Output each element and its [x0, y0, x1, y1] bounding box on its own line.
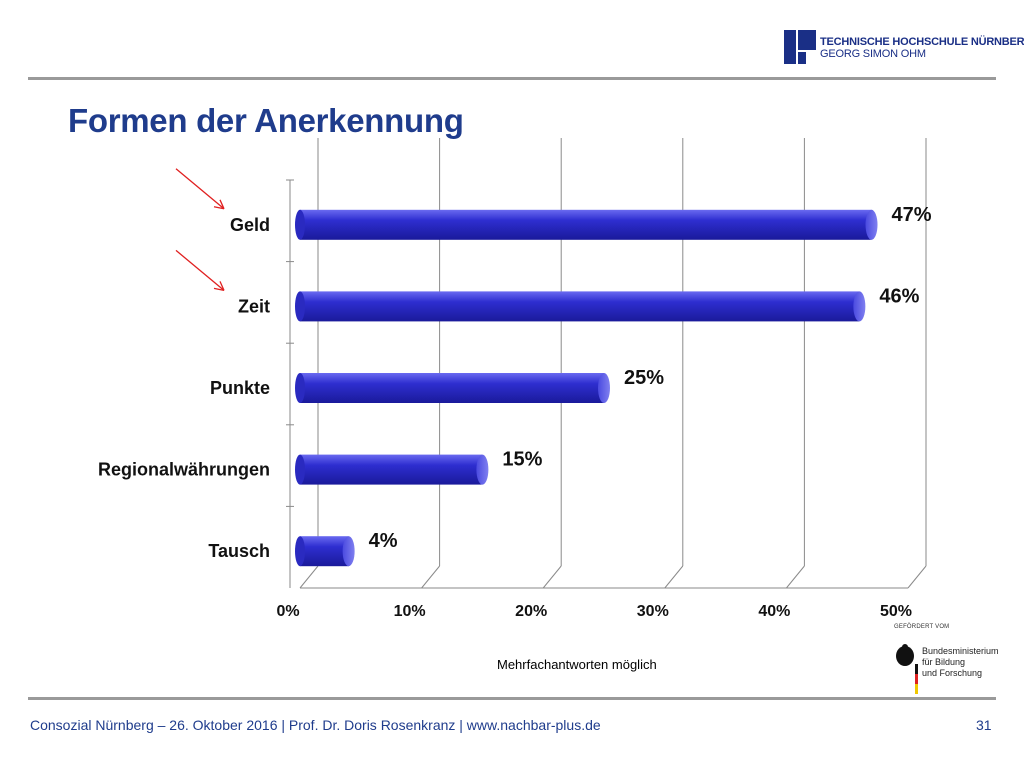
chart-note: Mehrfachantworten möglich: [497, 657, 657, 672]
sponsor-logo: GEFÖRDERT VOM Bundesministerium für Bild…: [890, 620, 999, 700]
bar-chart: 0% 10% 20% 30% 40% 50% Geld 47% Zeit 46% Punkte 25%…: [98, 138, 932, 620]
floor-gridline: [907, 565, 927, 589]
sponsor-heading: GEFÖRDERT VOM: [894, 624, 950, 630]
category-label: Geld: [230, 215, 270, 235]
slide-title: Formen der Anerkennung: [68, 102, 464, 139]
logo-name: TECHNISCHE HOCHSCHULE NÜRNBERG: [820, 36, 1024, 48]
x-tick-label: 10%: [394, 603, 426, 620]
bar: [300, 291, 860, 322]
federal-eagle-icon: [896, 644, 918, 694]
bar-start-cap: [295, 291, 305, 322]
page-number: 31: [976, 717, 992, 733]
logo-subname: GEORG SIMON OHM: [820, 48, 926, 60]
bar-start-cap: [295, 209, 305, 240]
bar-start-cap: [295, 454, 305, 485]
bar-end-cap: [853, 291, 866, 322]
x-tick-label: 50%: [880, 603, 912, 620]
bar-end-cap: [865, 209, 878, 240]
sponsor-line-2: für Bildung: [922, 657, 966, 667]
floor-gridline: [542, 565, 562, 589]
bar: [300, 209, 872, 240]
bar-end-cap: [598, 373, 610, 403]
bar: [300, 373, 604, 403]
floor-gridline: [299, 565, 319, 589]
value-label: 15%: [502, 449, 542, 471]
value-label: 47%: [892, 204, 932, 226]
university-logo-icon: [784, 30, 816, 64]
value-label: 46%: [879, 285, 919, 307]
category-label: Zeit: [238, 296, 270, 316]
sponsor-line-1: Bundesministerium: [922, 646, 999, 656]
highlight-arrow: [175, 249, 225, 291]
bar-end-cap: [342, 536, 355, 567]
floor-gridline: [664, 565, 684, 589]
bar-end-cap: [476, 454, 489, 485]
sponsor-line-3: und Forschung: [922, 668, 983, 678]
floor-gridline: [786, 565, 805, 589]
x-tick-label: 30%: [637, 603, 669, 620]
x-tick-label: 20%: [515, 603, 547, 620]
x-tick-label: 0%: [276, 603, 299, 620]
category-label: Tausch: [208, 541, 270, 561]
header-divider: [28, 77, 996, 80]
highlight-arrow: [175, 168, 225, 210]
value-label: 4%: [369, 530, 398, 552]
footer-divider: [28, 697, 996, 700]
category-label: Regionalwährungen: [98, 460, 270, 480]
highlight-arrowhead: [213, 281, 225, 292]
x-tick-label: 40%: [758, 603, 790, 620]
floor-gridline: [421, 565, 440, 589]
highlight-arrowhead: [213, 199, 225, 210]
value-label: 25%: [624, 367, 664, 389]
university-logo: TECHNISCHE HOCHSCHULE NÜRNBERG GEORG SIM…: [784, 28, 1024, 68]
bar: [300, 454, 483, 485]
bar-start-cap: [295, 373, 305, 403]
bar-start-cap: [295, 536, 305, 567]
category-label: Punkte: [210, 378, 270, 398]
footer-text: Consozial Nürnberg – 26. Oktober 2016 | …: [30, 717, 601, 733]
bar: [300, 536, 349, 567]
